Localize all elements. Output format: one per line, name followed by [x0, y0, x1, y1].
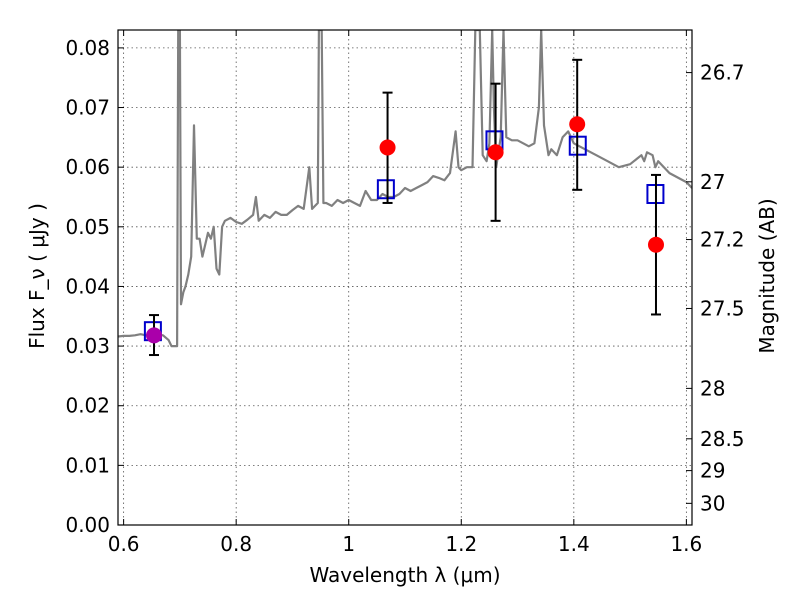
plot-data	[118, 30, 692, 357]
y-tick-label: 0.06	[65, 155, 110, 179]
right-tick-label: 28.5	[700, 427, 745, 451]
x-tick-label: 1.4	[558, 532, 590, 556]
y-tick-label: 0.04	[65, 274, 110, 298]
x-axis-label: Wavelength λ (μm)	[309, 563, 500, 587]
x-tick-label: 1	[342, 532, 355, 556]
y-tick-label: 0.05	[65, 215, 110, 239]
right-tick-label: 27	[700, 170, 725, 194]
y-tick-label: 0.07	[65, 96, 110, 120]
tick-labels: 0.6 0.8 1 1.2 1.4 1.6 0.00 0.01 0.02 0.03 0.04 0.05…	[65, 36, 744, 556]
y-tick-label: 0.02	[65, 394, 110, 418]
x-tick-label: 0.6	[108, 532, 140, 556]
model-photometry-square	[376, 179, 395, 200]
right-tick-label: 28	[700, 376, 725, 400]
y-tick-label: 0.01	[65, 453, 110, 477]
y-tick-label: 0.03	[65, 334, 110, 358]
y-tick-label: 0.00	[65, 513, 110, 537]
tick-marks	[118, 30, 692, 526]
observed-point	[379, 139, 396, 156]
y-axis-label: Flux F_ν ( μJy )	[25, 203, 49, 349]
right-tick-label: 29	[700, 459, 725, 483]
x-tick-label: 1.6	[670, 532, 702, 556]
grid-lines	[118, 30, 692, 526]
x-tick-label: 1.2	[445, 532, 477, 556]
right-tick-label: 26.7	[700, 61, 745, 85]
observed-point	[146, 327, 163, 344]
right-tick-label: 27.2	[700, 228, 745, 252]
spectrum-line	[118, 30, 692, 348]
observed-point	[569, 116, 586, 133]
observed-point	[487, 144, 504, 161]
observed-point	[647, 236, 664, 253]
right-tick-label: 27.5	[700, 296, 745, 320]
right-axis-label: Magnitude (AB)	[755, 198, 779, 353]
right-tick-label: 30	[700, 491, 725, 515]
y-tick-label: 0.08	[65, 36, 110, 60]
x-tick-label: 0.8	[220, 532, 252, 556]
plot-frame	[117, 29, 693, 526]
